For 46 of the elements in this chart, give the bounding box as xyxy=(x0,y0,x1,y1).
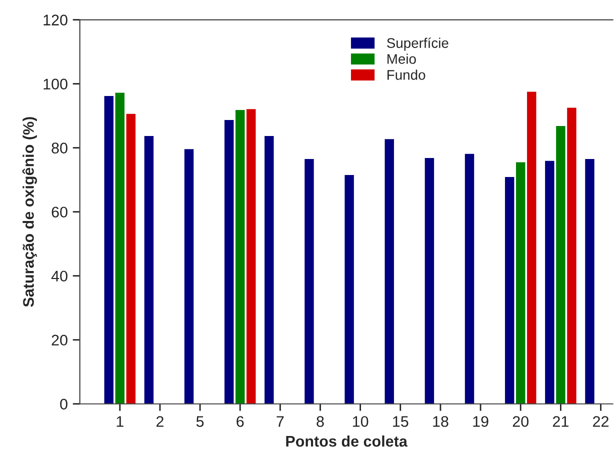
x-tick-label: 19 xyxy=(473,416,488,427)
bar xyxy=(184,149,194,404)
x-tick-label: 5 xyxy=(196,416,204,427)
x-tick-label: 21 xyxy=(552,416,568,427)
bar xyxy=(556,126,566,404)
legend-label: Fundo xyxy=(388,70,426,80)
x-tick-label: 8 xyxy=(316,416,324,427)
x-tick-label: 18 xyxy=(433,416,448,427)
x-tick-label: 20 xyxy=(512,416,529,427)
legend-label: Superfície xyxy=(387,38,448,51)
bar xyxy=(424,158,434,404)
bar xyxy=(516,162,526,404)
x-tick-label: 6 xyxy=(236,416,244,427)
bar xyxy=(585,159,594,404)
bar xyxy=(527,92,536,404)
bar xyxy=(236,110,245,404)
x-tick-label: 10 xyxy=(352,416,368,427)
x-tick-label: 22 xyxy=(593,416,608,427)
x-tick-label: 2 xyxy=(156,416,164,427)
y-tick-label: 20 xyxy=(52,334,68,346)
bar xyxy=(567,108,576,404)
bar xyxy=(126,114,136,404)
bar xyxy=(545,160,554,404)
legend-label: Meio xyxy=(388,54,416,64)
x-tick-label: 7 xyxy=(276,416,284,427)
y-tick-label: 0 xyxy=(60,398,68,410)
bar xyxy=(384,139,394,404)
x-tick-label: 15 xyxy=(393,416,408,427)
y-tick-label: 60 xyxy=(52,206,68,218)
y-tick-label: 40 xyxy=(51,270,68,282)
y-tick-label: 80 xyxy=(52,142,68,154)
y-tick-label: 100 xyxy=(44,78,68,90)
bar xyxy=(464,154,474,404)
y-tick-label: 120 xyxy=(44,14,68,26)
bar xyxy=(304,159,314,404)
bar xyxy=(224,120,234,404)
x-axis-title: Pontos de coleta xyxy=(286,435,408,447)
bar xyxy=(115,92,124,404)
bar xyxy=(144,136,154,404)
bar xyxy=(504,176,514,404)
x-tick-label: 1 xyxy=(116,416,124,427)
y-axis-title: Saturação de oxigênio (%) xyxy=(22,117,37,307)
bar xyxy=(344,175,354,404)
bar xyxy=(246,109,256,404)
bar xyxy=(264,136,274,404)
bar xyxy=(104,96,114,404)
